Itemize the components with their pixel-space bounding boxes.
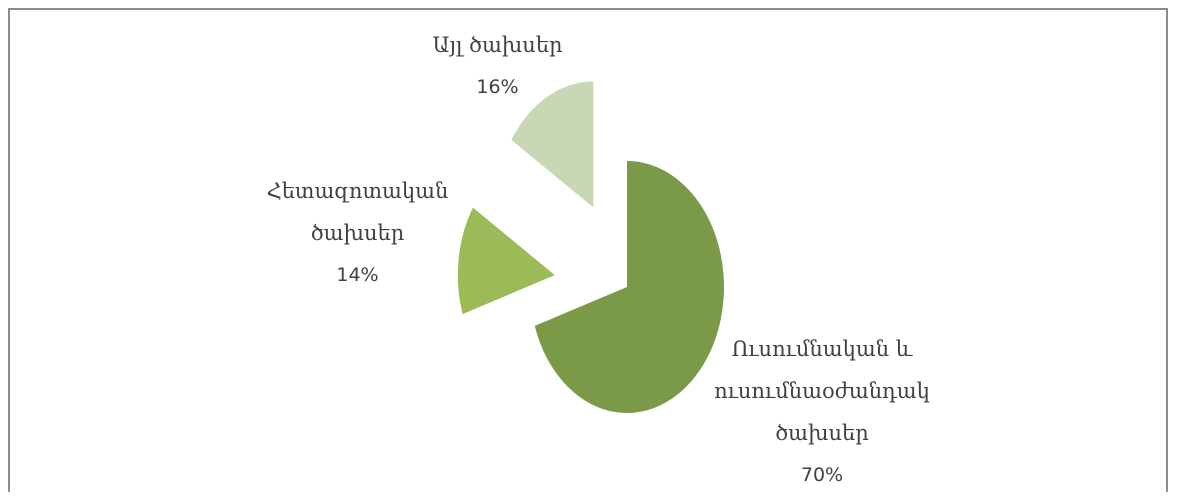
value-label: 16% <box>476 76 519 98</box>
category-name: Հետազոտական ծախսեր <box>266 179 449 245</box>
slice-label: Այլ ծախսեր 16% <box>380 24 615 108</box>
slice-label: Ուսումնական և ուսումնաօժանդակ ծախսեր 70% <box>712 328 932 496</box>
category-name: Այլ ծախսեր <box>432 33 563 57</box>
pie-slice <box>511 81 594 208</box>
chart-frame <box>8 8 1168 492</box>
category-name: Ուսումնական և ուսումնաօժանդակ ծախսեր <box>714 337 930 445</box>
slice-label: Հետազոտական ծախսեր 14% <box>250 170 465 296</box>
pie-slice <box>457 207 555 315</box>
pie-slice <box>534 161 724 413</box>
value-label: 14% <box>336 264 379 286</box>
value-label: 70% <box>800 464 844 486</box>
